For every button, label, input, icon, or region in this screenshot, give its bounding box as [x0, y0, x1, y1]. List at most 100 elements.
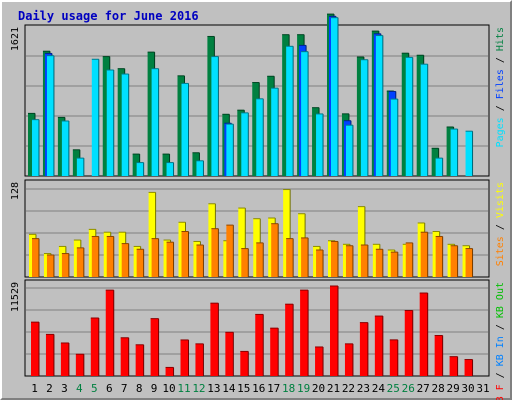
bar-pages: [181, 83, 189, 176]
day-label: 12: [192, 382, 205, 395]
bar-hits: [446, 126, 454, 176]
legend-kbytes: KB F / KB In / KB Out: [495, 282, 506, 400]
bar-sites: [301, 237, 309, 277]
bar-kb-f: [150, 318, 159, 376]
day-label: 19: [297, 382, 310, 395]
bar-pages: [32, 119, 39, 176]
bar-kb-f: [195, 343, 204, 376]
day-label: 29: [446, 382, 459, 395]
day-label: 2: [46, 382, 53, 395]
bar-sites: [316, 249, 324, 277]
bar-hits: [416, 55, 424, 176]
bar-pages: [375, 35, 383, 177]
bar-pages: [61, 120, 69, 176]
bar-hits: [72, 149, 80, 176]
bar-pages: [106, 70, 114, 176]
bar-kb-f: [374, 316, 383, 376]
bar-hits: [312, 107, 320, 176]
bar-hits: [207, 36, 215, 176]
bar-kb-f: [75, 354, 84, 376]
legend-entry: /: [495, 218, 506, 236]
legend-hits-files-pages: Pages / Files / Hits: [495, 27, 506, 147]
bar-pages: [196, 160, 204, 176]
bar-kb-f: [180, 339, 189, 376]
bar-visits: [238, 208, 246, 277]
bar-sites: [211, 228, 219, 277]
bar-visits: [283, 189, 291, 277]
bar-hits: [57, 117, 65, 176]
bar-kb-f: [135, 344, 144, 376]
bar-sites: [331, 241, 338, 277]
ymax-label-visits-sites: 128: [10, 182, 21, 200]
bar-pages: [331, 17, 338, 176]
bar-pages: [465, 131, 473, 176]
bar-hits: [431, 148, 439, 176]
bar-pages: [91, 59, 99, 176]
bar-hits: [282, 34, 290, 177]
day-label: 20: [312, 382, 325, 395]
bar-sites: [256, 242, 264, 277]
day-label: 25: [387, 382, 400, 395]
bar-kb-f: [285, 304, 294, 376]
bar-pages: [166, 162, 174, 176]
bar-sites: [121, 243, 129, 277]
legend-entry: /: [495, 366, 506, 384]
day-label: 10: [162, 382, 175, 395]
day-label: 5: [91, 382, 98, 395]
bar-kb-f: [210, 303, 219, 376]
day-label: 26: [402, 382, 415, 395]
bar-kb-f: [240, 351, 249, 376]
legend-entry: Visits: [495, 182, 506, 218]
day-label: 30: [461, 382, 474, 395]
day-label: 1: [31, 382, 38, 395]
bar-sites: [226, 225, 234, 277]
legend-entry: KB In: [495, 336, 506, 366]
bar-sites: [405, 242, 413, 277]
bar-pages: [241, 112, 249, 176]
legend-entry: /: [495, 318, 506, 336]
legend-entry: Sites: [495, 236, 506, 266]
bar-kb-f: [389, 339, 398, 376]
day-label: 15: [237, 382, 250, 395]
bar-sites: [136, 249, 144, 277]
bar-kb-f: [120, 337, 129, 376]
bar-kb-f: [90, 317, 99, 376]
bar-sites: [166, 242, 174, 277]
bar-sites: [286, 238, 294, 277]
bar-sites: [241, 248, 249, 277]
bar-pages: [360, 59, 368, 176]
day-label: 11: [177, 382, 190, 395]
bar-kb-f: [359, 322, 368, 376]
bar-hits: [147, 52, 155, 176]
bar-pages: [420, 64, 428, 176]
bar-hits: [132, 154, 140, 176]
legend-entry: Pages: [495, 117, 506, 147]
legend-entry: KB Out: [495, 282, 506, 318]
day-label: 24: [372, 382, 386, 395]
bar-pages: [211, 56, 219, 176]
bar-pages: [435, 158, 443, 176]
bar-kb-f: [434, 335, 443, 376]
bar-kb-f: [449, 356, 458, 376]
day-label: 14: [222, 382, 236, 395]
bar-hits: [267, 76, 275, 176]
bar-kb-f: [404, 310, 413, 376]
bar-kb-f: [315, 346, 324, 376]
legend-entry: /: [495, 99, 506, 117]
bar-pages: [151, 68, 159, 176]
day-label: 31: [476, 382, 489, 395]
bar-visits: [357, 206, 365, 277]
bar-sites: [420, 232, 428, 277]
day-label: 17: [267, 382, 280, 395]
bar-kb-f: [225, 332, 234, 376]
bar-visits: [148, 192, 156, 277]
day-label: 7: [121, 382, 128, 395]
bar-kb-f: [255, 314, 264, 376]
day-label: 4: [76, 382, 83, 395]
ymax-label-kbytes: 11529: [10, 282, 21, 312]
bar-pages: [345, 125, 353, 176]
bar-sites: [76, 247, 84, 277]
bar-sites: [32, 238, 39, 277]
day-label: 18: [282, 382, 295, 395]
day-label: 3: [61, 382, 68, 395]
